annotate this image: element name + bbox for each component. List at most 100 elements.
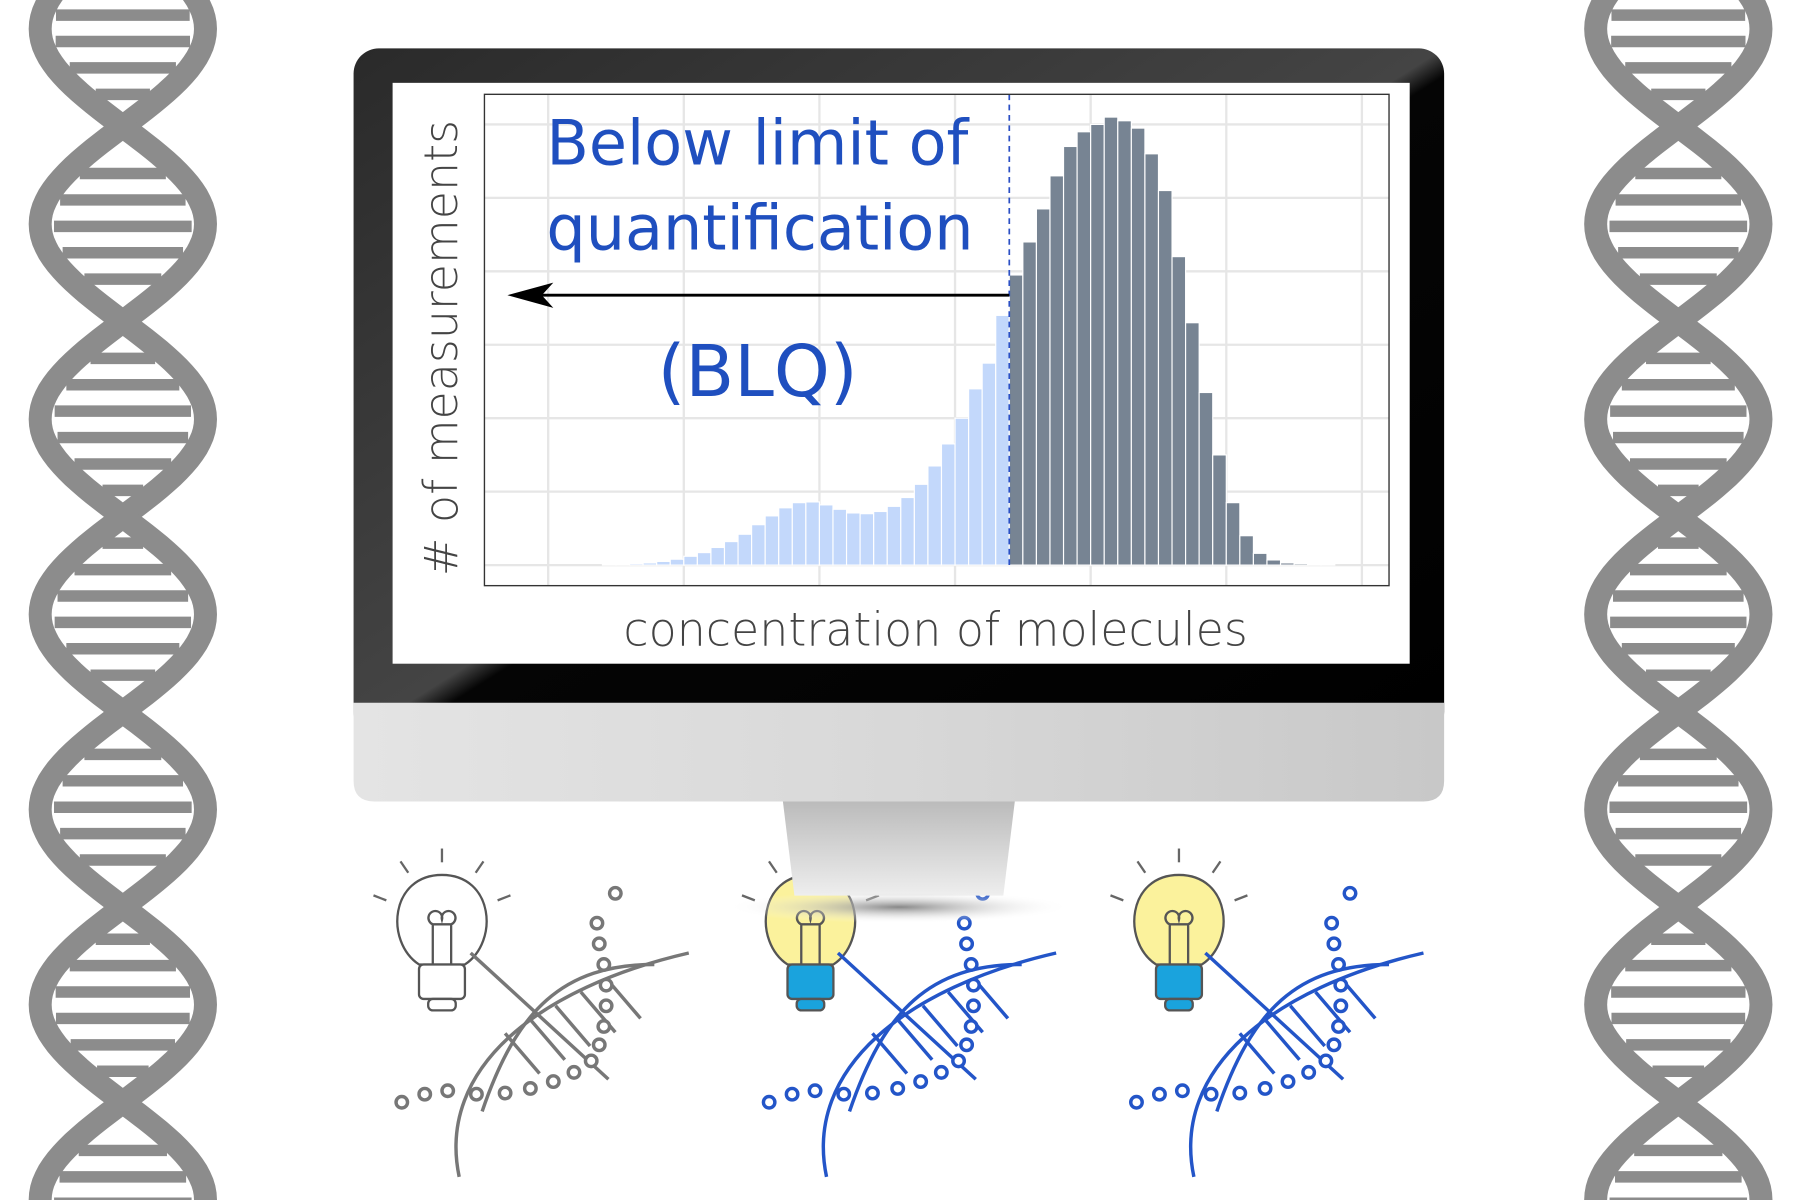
dna-bead [933, 1064, 949, 1080]
bar [615, 563, 631, 566]
dna-bead [1280, 1074, 1296, 1090]
bulb-ray [1110, 894, 1124, 902]
dna-bead [589, 915, 605, 931]
dna-bead [607, 885, 623, 901]
bar [1144, 153, 1160, 566]
dna-bead [959, 936, 975, 952]
dna-strand [28, 0, 217, 1200]
bar [954, 417, 970, 566]
bar [1293, 563, 1309, 566]
bar [981, 362, 997, 566]
bar [873, 510, 888, 566]
dna-bead [1129, 1094, 1144, 1110]
bar [751, 524, 766, 566]
dna-bead [598, 998, 614, 1014]
dna-rung [921, 1004, 959, 1048]
bar [628, 563, 644, 566]
bar [1008, 274, 1024, 566]
dna-bead [966, 977, 981, 993]
bulb-filament [427, 909, 457, 965]
dna-rung [871, 1032, 909, 1075]
bar [791, 502, 807, 566]
dna-bead [1326, 936, 1342, 952]
dna-bead [394, 1094, 410, 1110]
bar [1022, 241, 1037, 566]
monitor-base [726, 891, 1072, 924]
monitor-chin [353, 702, 1445, 802]
dna-bead [963, 957, 979, 972]
dna-rung [554, 1004, 592, 1048]
dna-bead [591, 936, 607, 952]
bar [927, 465, 943, 566]
bar [818, 504, 834, 566]
dna-strand [480, 962, 655, 1112]
bar [656, 560, 671, 566]
dna-strand [1215, 962, 1390, 1112]
bar [1307, 563, 1322, 566]
annotation: quantification [546, 191, 973, 264]
dna-strand [28, 0, 217, 1200]
dna-strand [1188, 951, 1424, 1178]
bar [1225, 502, 1241, 566]
bulb-ray [497, 894, 511, 902]
dna-bead [596, 957, 612, 972]
bulb-base [1154, 963, 1204, 1001]
bar [913, 483, 929, 566]
dna-bead [1333, 977, 1349, 993]
bar [669, 558, 685, 566]
bar [1062, 145, 1078, 566]
decoration [28, 0, 1773, 1200]
plot-frame [483, 93, 1390, 587]
bulb-base [417, 963, 467, 1001]
dna-bead [468, 1086, 484, 1102]
bar [1076, 131, 1092, 566]
dna-bead [566, 1064, 582, 1080]
dna-bead [583, 1053, 599, 1069]
bulb-ray [1211, 860, 1222, 874]
bulb-tip [795, 997, 826, 1012]
bar [805, 501, 820, 566]
dna-strand [821, 951, 1057, 1178]
dna-bead [1342, 885, 1358, 901]
bar [710, 546, 726, 566]
y-axis-label: # of measurements [414, 120, 468, 576]
dna-bead [963, 1019, 979, 1034]
bar [737, 533, 753, 566]
dna-rung [1238, 1032, 1276, 1075]
bar [968, 388, 983, 566]
dna-rung [529, 1018, 567, 1061]
bar [764, 515, 780, 566]
dna-bead [1324, 915, 1340, 931]
dna-bead [598, 977, 614, 993]
dna-bead [596, 1019, 612, 1034]
bulb-tip [427, 997, 457, 1012]
dna-bead [591, 1037, 607, 1053]
dna-bead [951, 1053, 967, 1069]
bar [601, 563, 617, 566]
dna-bead [890, 1080, 906, 1096]
bar [1049, 175, 1065, 566]
annotation: Below limit of [546, 106, 969, 179]
bar [1320, 563, 1336, 566]
dna-bead [497, 1085, 513, 1101]
dna-bead [522, 1080, 538, 1096]
bar [1279, 562, 1295, 566]
bulb-ray [1234, 894, 1248, 902]
dna-rung [503, 1032, 541, 1075]
dna-bead [417, 1086, 433, 1102]
dna-bead [913, 1074, 929, 1090]
dna-bead [1333, 998, 1349, 1014]
dna-rung [896, 1018, 934, 1061]
bar [683, 555, 698, 566]
dna-bead [1151, 1086, 1167, 1102]
dna-bead [761, 1094, 777, 1110]
bar [845, 512, 861, 566]
bar [886, 505, 902, 566]
bulb-ray [373, 894, 387, 902]
dna-bead [1331, 1019, 1346, 1034]
bar [696, 552, 712, 566]
dna-bead [1203, 1086, 1219, 1102]
dna-strand [847, 962, 1022, 1112]
bar [1157, 189, 1173, 566]
bar [995, 314, 1010, 566]
